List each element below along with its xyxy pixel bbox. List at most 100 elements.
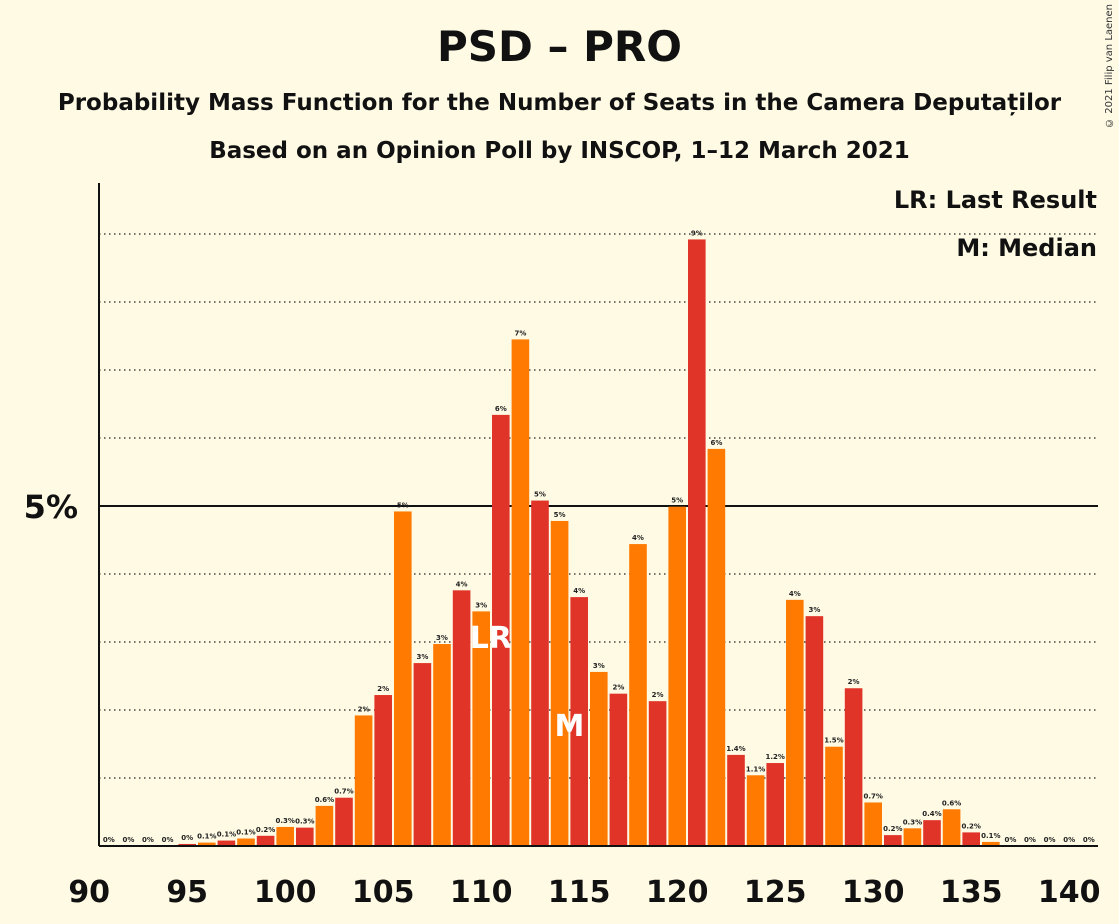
bar bbox=[394, 511, 412, 846]
bar-data-label: 0% bbox=[181, 834, 193, 842]
bar-data-label: 0.1% bbox=[197, 833, 216, 841]
bar-data-label: 6% bbox=[495, 405, 507, 413]
bar-data-label: 0.2% bbox=[883, 825, 902, 833]
bar-data-label: 5% bbox=[534, 491, 546, 499]
bar-data-label: 0.3% bbox=[903, 818, 922, 826]
bar bbox=[570, 597, 588, 846]
bar-data-label: 0.2% bbox=[961, 822, 980, 830]
bar bbox=[942, 809, 961, 846]
bar bbox=[746, 775, 765, 846]
bar-data-label: 0.7% bbox=[334, 788, 353, 796]
bar bbox=[550, 520, 569, 846]
bar bbox=[492, 414, 510, 846]
bar-data-label: 2% bbox=[652, 691, 664, 699]
bar bbox=[590, 671, 608, 846]
bar bbox=[237, 838, 255, 846]
bar bbox=[217, 840, 236, 846]
chart-subtitle-source: Based on an Opinion Poll by INSCOP, 1–12… bbox=[209, 138, 910, 164]
bar-data-label: 3% bbox=[416, 653, 428, 661]
bar bbox=[256, 835, 275, 846]
bar-data-label: 4% bbox=[456, 580, 468, 588]
bar-data-label: 0% bbox=[1024, 836, 1036, 844]
x-tick-label: 105 bbox=[352, 875, 415, 910]
bar-data-label: 1.1% bbox=[746, 765, 765, 773]
bar-data-label: 1.5% bbox=[824, 737, 843, 745]
bar bbox=[354, 715, 373, 846]
x-tick-label: 125 bbox=[744, 875, 807, 910]
bar-data-label: 4% bbox=[573, 587, 585, 595]
bar-data-label: 0% bbox=[1063, 836, 1075, 844]
bar-data-label: 0.6% bbox=[942, 799, 961, 807]
y-tick-label: 5% bbox=[24, 488, 78, 526]
x-tick-label: 120 bbox=[646, 875, 709, 910]
bar bbox=[903, 828, 922, 846]
x-tick-label: 115 bbox=[548, 875, 611, 910]
bar bbox=[982, 841, 1000, 846]
last-result-marker: LR bbox=[470, 621, 512, 656]
bar bbox=[276, 826, 294, 846]
bar-data-label: 2% bbox=[612, 684, 624, 692]
bar bbox=[374, 695, 392, 846]
bar bbox=[688, 239, 706, 846]
legend-last-result: LR: Last Result bbox=[894, 186, 1097, 214]
bar-data-label: 0% bbox=[162, 836, 174, 844]
bar-data-label: 0.1% bbox=[217, 831, 236, 839]
bar bbox=[472, 611, 490, 846]
bar-data-label: 9% bbox=[691, 229, 703, 237]
legend-median: M: Median bbox=[956, 234, 1097, 262]
bar bbox=[668, 506, 686, 846]
bar-data-label: 4% bbox=[789, 590, 801, 598]
bar-data-label: 0.3% bbox=[275, 817, 294, 825]
x-tick-label: 140 bbox=[1038, 875, 1101, 910]
x-tick-label: 135 bbox=[940, 875, 1003, 910]
bar bbox=[335, 797, 353, 846]
x-tick-label: 130 bbox=[842, 875, 905, 910]
bar bbox=[413, 663, 432, 846]
bar bbox=[844, 688, 863, 846]
bar bbox=[531, 500, 549, 846]
bar bbox=[629, 544, 647, 846]
bar bbox=[178, 843, 196, 846]
bar-data-label: 3% bbox=[593, 662, 605, 670]
bar-data-label: 4% bbox=[632, 534, 644, 542]
x-tick-label: 90 bbox=[68, 875, 110, 910]
bar-data-label: 2% bbox=[848, 678, 860, 686]
bar-data-label: 0% bbox=[142, 836, 154, 844]
bar bbox=[923, 820, 941, 846]
bar-data-label: 0.1% bbox=[981, 832, 1000, 840]
bar bbox=[433, 644, 451, 846]
bar-data-label: 2% bbox=[377, 685, 389, 693]
median-marker: M bbox=[554, 709, 584, 744]
bar bbox=[825, 746, 843, 846]
bar bbox=[766, 763, 784, 846]
bar bbox=[609, 693, 628, 846]
bar-data-label: 1.2% bbox=[765, 753, 784, 761]
bar bbox=[511, 339, 530, 846]
bar-data-label: 0% bbox=[1083, 836, 1095, 844]
bar-data-label: 5% bbox=[671, 497, 683, 505]
bar-data-label: 0% bbox=[103, 836, 115, 844]
bar bbox=[786, 599, 804, 846]
x-tick-label: 95 bbox=[166, 875, 208, 910]
x-tick-label: 100 bbox=[254, 875, 317, 910]
bar-data-label: 2% bbox=[358, 705, 370, 713]
bar-data-label: 6% bbox=[710, 439, 722, 447]
bar bbox=[727, 754, 745, 846]
bar-data-label: 0% bbox=[122, 836, 134, 844]
bar-data-label: 1.4% bbox=[726, 745, 745, 753]
bar-data-label: 3% bbox=[808, 606, 820, 614]
bar-data-label: 0.6% bbox=[315, 796, 334, 804]
bar bbox=[648, 701, 667, 846]
bar-data-label: 3% bbox=[475, 601, 487, 609]
bar-data-label: 5% bbox=[397, 501, 409, 509]
bar bbox=[805, 616, 824, 846]
bar bbox=[452, 590, 471, 846]
bar-data-label: 0.2% bbox=[256, 826, 275, 834]
bar-data-label: 0% bbox=[1044, 836, 1056, 844]
bar-data-label: 3% bbox=[436, 634, 448, 642]
chart-subtitle: Probability Mass Function for the Number… bbox=[57, 90, 1062, 116]
bar bbox=[315, 805, 334, 846]
bar-data-label: 5% bbox=[554, 511, 566, 519]
x-tick-label: 110 bbox=[450, 875, 513, 910]
